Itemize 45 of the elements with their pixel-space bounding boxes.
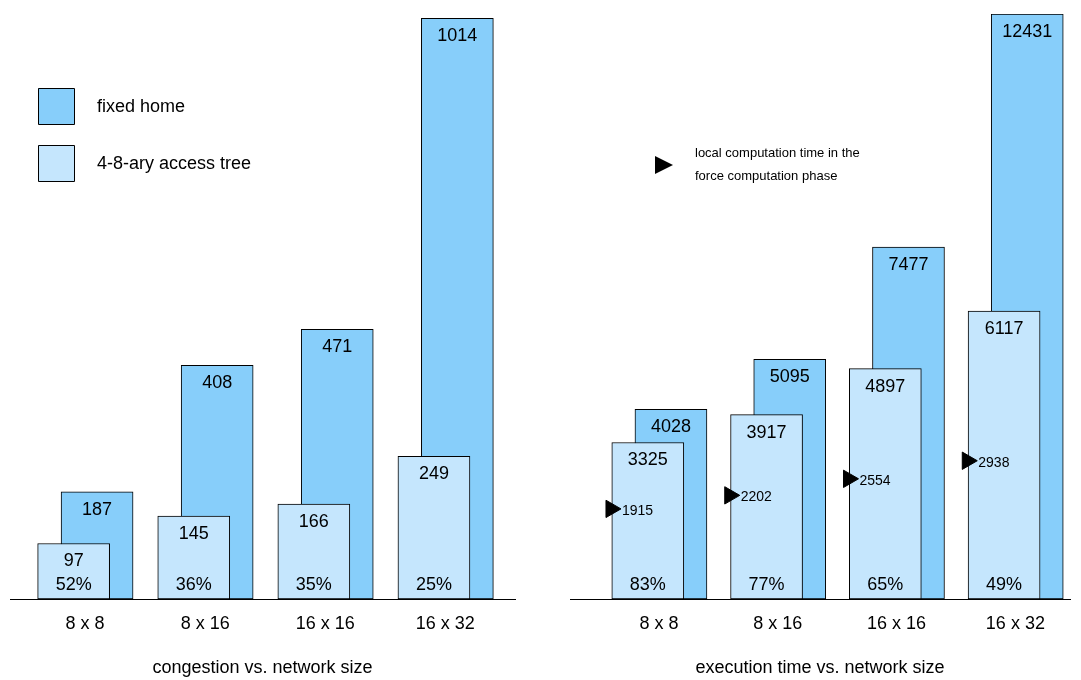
data-label: 1915 [621, 501, 654, 518]
x-tick-label: 16 x 32 [415, 612, 475, 633]
data-label: 2554 [859, 471, 891, 488]
x-tick-label: 16 x 32 [985, 612, 1045, 633]
data-label: 3917 [746, 421, 787, 442]
annotation: 52% [55, 573, 92, 594]
point [724, 486, 741, 505]
legend-label: local computation time in the force computation phase [695, 144, 860, 183]
x-tick-label: 8 x 8 [639, 612, 679, 633]
data-label: 2202 [740, 488, 773, 505]
x-tick-label: 16 x 16 [867, 612, 927, 633]
data-label: 471 [322, 336, 353, 357]
data-label: 1014 [437, 25, 478, 46]
annotation: 77% [748, 573, 785, 594]
data-label: 6117 [984, 318, 1024, 339]
annotation: 65% [867, 573, 904, 594]
data-label: 166 [298, 510, 329, 531]
data-label: 2938 [978, 453, 1010, 470]
data-label: 12431 [1002, 20, 1053, 41]
x-axis-title: execution time vs. network size [695, 656, 945, 677]
legend-label: fixed home [97, 95, 186, 116]
data-label: 5095 [769, 366, 810, 387]
annotation: 25% [415, 573, 452, 594]
annotation: 35% [295, 573, 332, 594]
x-axis-title: congestion vs. network size [152, 656, 373, 677]
x-tick-label: 8 x 16 [180, 612, 230, 633]
data-label: 97 [63, 550, 84, 571]
x-tick-label: 16 x 16 [295, 612, 355, 633]
data-label: 145 [178, 522, 209, 543]
data-label: 187 [82, 498, 113, 519]
data-label: 3325 [627, 449, 668, 470]
point [843, 469, 859, 488]
annotation: 36% [175, 573, 212, 594]
legend-label: 4-8-ary access tree [97, 152, 252, 173]
data-label: 7477 [888, 254, 929, 275]
point [961, 451, 978, 470]
x-tick-label: 8 x 16 [753, 612, 803, 633]
data-label: 408 [202, 372, 233, 393]
data-label: 249 [418, 463, 449, 484]
x-tick-label: 8 x 8 [65, 612, 105, 633]
annotation: 83% [629, 573, 666, 594]
data-label: 4028 [650, 416, 691, 437]
point [605, 499, 622, 519]
data-label: 4897 [865, 375, 906, 396]
annotation: 49% [986, 573, 1023, 594]
